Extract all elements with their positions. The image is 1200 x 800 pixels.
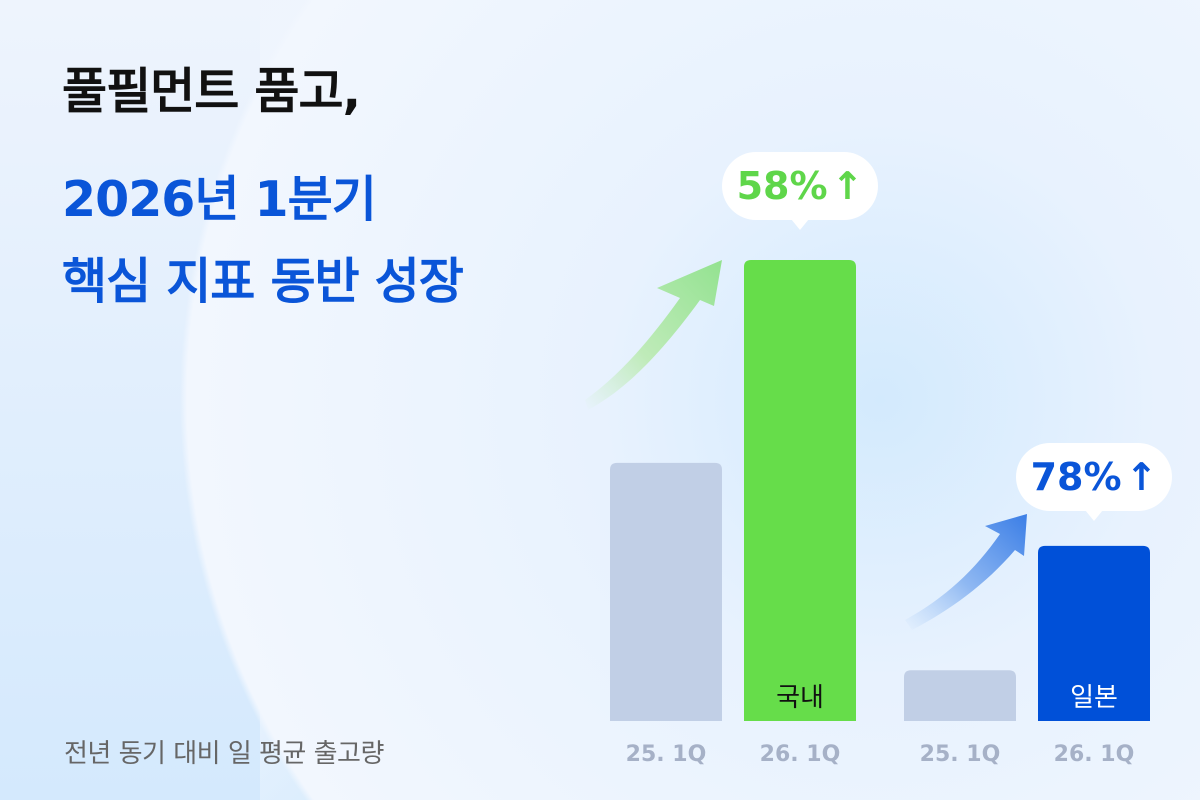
- bar-japan-current: [1038, 545, 1150, 721]
- bar-domestic-previous: [610, 462, 722, 721]
- growth-callout-japan: 78% ↑: [1016, 443, 1172, 521]
- arrow-up-icon: ↑: [1125, 455, 1158, 499]
- growth-callout-domestic: 58% ↑: [722, 152, 878, 230]
- tick-label: 25. 1Q: [625, 742, 707, 767]
- growth-arrow-domestic: [585, 260, 722, 410]
- bars-group: [610, 260, 1150, 721]
- growth-arrow-japan: [905, 514, 1027, 630]
- arrow-up-icon: ↑: [831, 164, 864, 208]
- bar-japan-previous: [904, 670, 1016, 721]
- bar-label-japan: 일본: [1070, 683, 1118, 713]
- tick-label: 25. 1Q: [919, 742, 1001, 767]
- title-line-2: 2026년 1분기: [62, 171, 377, 228]
- bar-label-domestic: 국내: [776, 683, 824, 713]
- growth-value: 58%: [736, 164, 828, 208]
- growth-value: 78%: [1030, 455, 1122, 499]
- title-line-3: 핵심 지표 동반 성장: [62, 253, 464, 310]
- title-line-1: 풀필먼트 품고,: [62, 63, 361, 120]
- bar-domestic-current: [744, 260, 856, 721]
- subtitle: 전년 동기 대비 일 평균 출고량: [64, 739, 384, 769]
- tick-label: 26. 1Q: [759, 742, 841, 767]
- tick-label: 26. 1Q: [1053, 742, 1135, 767]
